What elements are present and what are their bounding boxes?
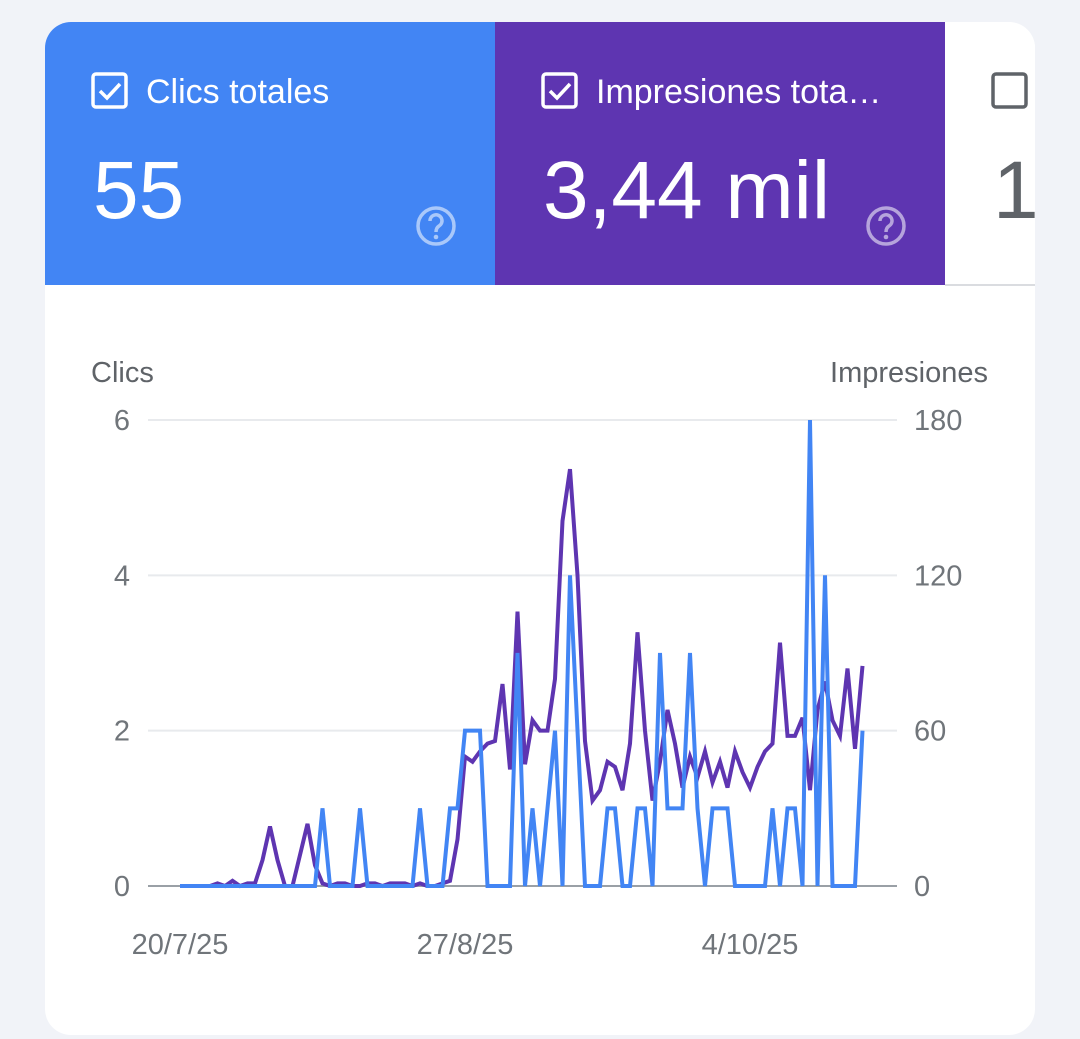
help-icon[interactable] bbox=[416, 206, 456, 246]
tile-background bbox=[495, 22, 945, 285]
help-icon-dot bbox=[433, 234, 439, 240]
tile-value: 1 bbox=[993, 145, 1039, 236]
metric-tile[interactable]: Clics totales 55 bbox=[45, 22, 495, 285]
tiles: Clics totales 55 Impresiones tota… 3,44 mil… bbox=[45, 22, 1080, 285]
tile-background bbox=[45, 22, 495, 285]
help-icon[interactable] bbox=[866, 206, 906, 246]
help-icon-mark bbox=[878, 213, 894, 233]
y-tick-label: 4 bbox=[114, 560, 130, 592]
y2-tick-label: 120 bbox=[914, 560, 962, 592]
y-tick-label: 0 bbox=[114, 871, 130, 903]
tile-background bbox=[945, 22, 1035, 285]
checkmark bbox=[548, 82, 572, 101]
metric-tile[interactable]: 1 bbox=[945, 22, 1080, 285]
y-tick-label: 6 bbox=[114, 405, 130, 437]
y-tick-label: 2 bbox=[114, 716, 130, 748]
x-tick-label: 20/7/25 bbox=[132, 929, 229, 961]
y2-tick-label: 0 bbox=[914, 871, 930, 903]
checkbox[interactable] bbox=[541, 72, 578, 109]
y2-tick-label: 180 bbox=[914, 405, 962, 437]
y2-tick-label: 60 bbox=[914, 716, 946, 748]
tile-label: Impresiones tota… bbox=[596, 73, 881, 111]
help-icon-dot bbox=[883, 234, 889, 240]
series-line bbox=[180, 468, 865, 889]
y-axis-title: Clics bbox=[91, 357, 154, 389]
metric-tile[interactable]: Impresiones tota… 3,44 mil bbox=[495, 22, 945, 285]
tile-value: 55 bbox=[93, 145, 184, 236]
y2-axis-title: Impresiones bbox=[830, 357, 988, 389]
checkbox[interactable] bbox=[91, 72, 128, 109]
x-tick-label: 4/10/25 bbox=[702, 929, 799, 961]
series-line bbox=[180, 419, 865, 888]
help-icon-mark bbox=[428, 213, 444, 233]
x-tick-label: 27/8/25 bbox=[417, 929, 514, 961]
checkmark bbox=[98, 82, 122, 101]
checkbox[interactable] bbox=[991, 72, 1028, 109]
tile-label: Clics totales bbox=[146, 73, 329, 111]
tile-value: 3,44 mil bbox=[543, 145, 830, 236]
